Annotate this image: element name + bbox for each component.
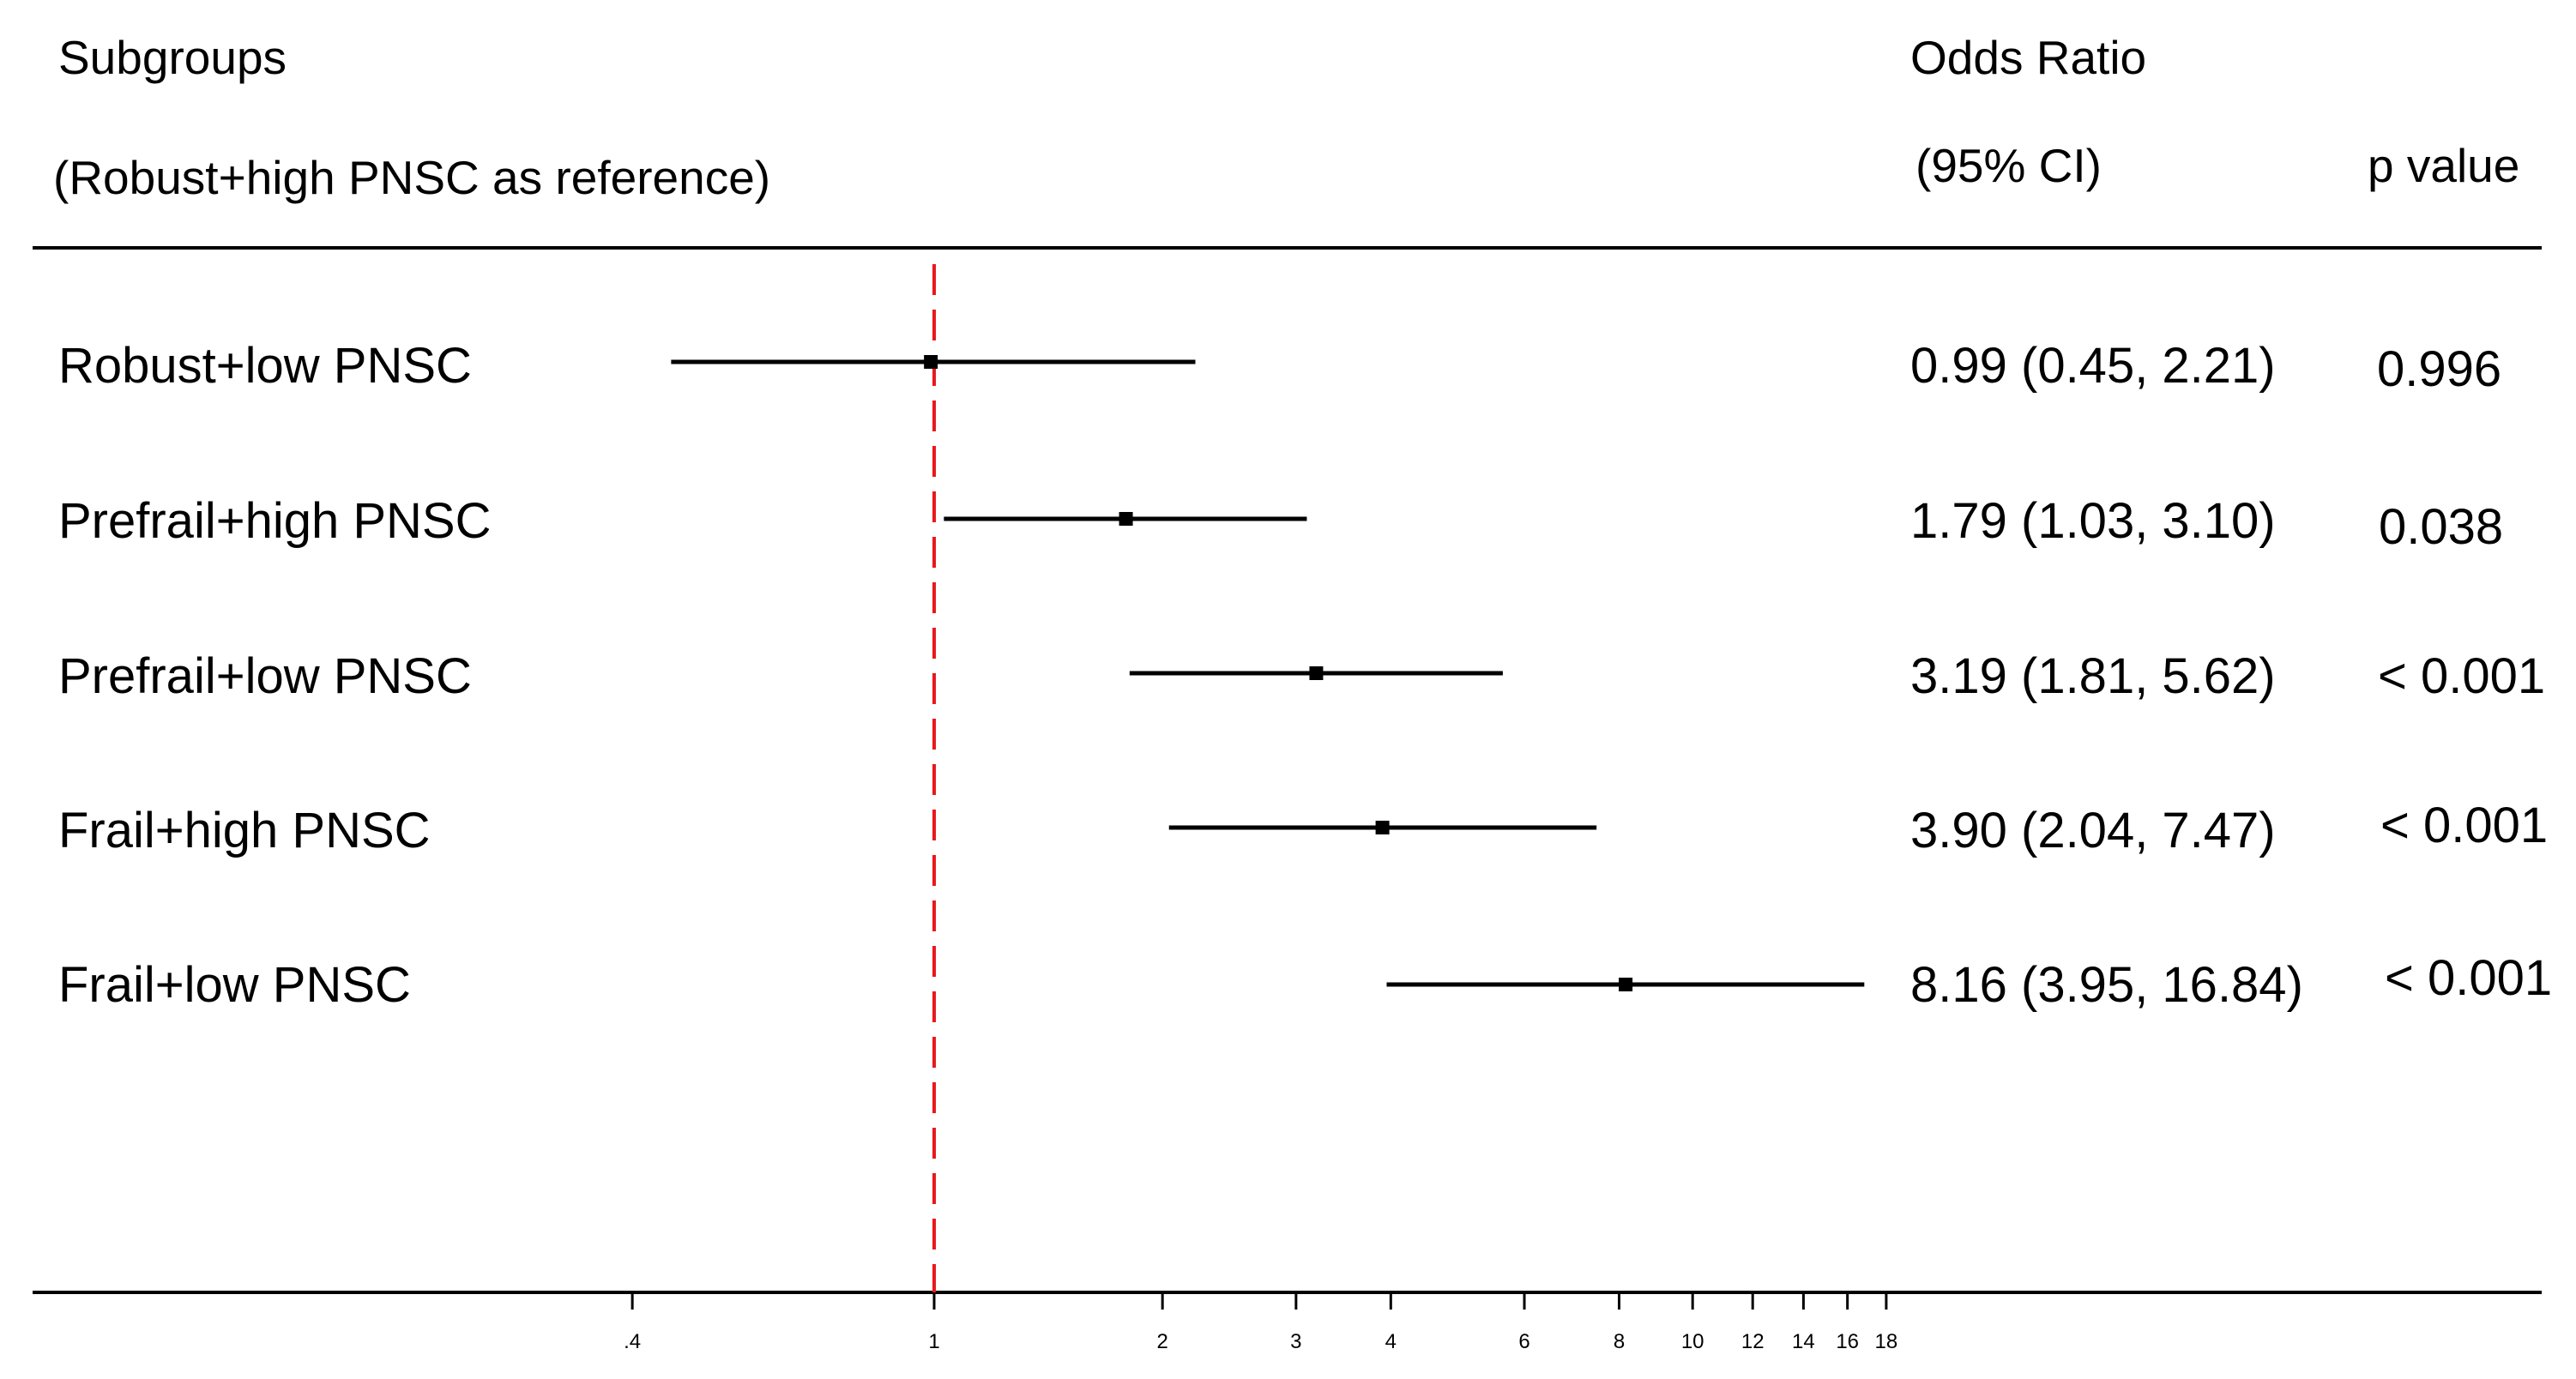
x-axis: .4 1 2 3 4 6 8 10 12 14 16 18 — [624, 1292, 1897, 1353]
p-value: 0.996 — [2377, 341, 2501, 397]
or-ci-text: 3.90 (2.04, 7.47) — [1910, 803, 2276, 858]
header-ci: (95% CI) — [1915, 139, 2102, 192]
row-label: Prefrail+high PNSC — [58, 493, 492, 549]
or-ci-text: 3.19 (1.81, 5.62) — [1910, 648, 2276, 704]
row-label: Frail+high PNSC — [58, 803, 431, 858]
row-label: Prefrail+low PNSC — [58, 648, 472, 704]
p-value: < 0.001 — [2378, 648, 2545, 704]
tick-label: 10 — [1681, 1330, 1704, 1353]
row-prefrail-low: Prefrail+low PNSC 3.19 (1.81, 5.62) < 0.… — [58, 648, 2545, 704]
header-subgroups: Subgroups — [58, 31, 287, 84]
row-label: Robust+low PNSC — [58, 338, 472, 394]
header-odds-ratio: Odds Ratio — [1910, 31, 2146, 84]
plot-marks — [671, 355, 1865, 991]
row-frail-high: Frail+high PNSC 3.90 (2.04, 7.47) < 0.00… — [58, 798, 2548, 858]
row-prefrail-high: Prefrail+high PNSC 1.79 (1.03, 3.10) 0.0… — [58, 493, 2503, 555]
tick-label: 2 — [1156, 1330, 1167, 1353]
p-value: 0.038 — [2379, 499, 2503, 555]
tick-label: 16 — [1836, 1330, 1859, 1353]
tick-label: 8 — [1614, 1330, 1625, 1353]
tick-label: 12 — [1741, 1330, 1765, 1353]
or-point — [1375, 821, 1390, 834]
or-ci-text: 1.79 (1.03, 3.10) — [1910, 493, 2276, 549]
tick-label: 18 — [1875, 1330, 1898, 1353]
or-point — [1309, 666, 1324, 680]
or-point — [1119, 512, 1133, 526]
or-point — [1619, 978, 1633, 991]
tick-label: 3 — [1290, 1330, 1301, 1353]
p-value: < 0.001 — [2385, 950, 2552, 1006]
row-frail-low: Frail+low PNSC 8.16 (3.95, 16.84) < 0.00… — [58, 950, 2552, 1013]
header-p-value: p value — [2368, 139, 2519, 192]
tick-label: 1 — [928, 1330, 939, 1353]
tick-label: 6 — [1518, 1330, 1529, 1353]
or-ci-text: 0.99 (0.45, 2.21) — [1910, 338, 2276, 394]
tick-label: .4 — [624, 1330, 641, 1353]
row-robust-low: Robust+low PNSC 0.99 (0.45, 2.21) 0.996 — [58, 338, 2501, 397]
header-reference: (Robust+high PNSC as reference) — [53, 151, 770, 204]
or-ci-text: 8.16 (3.95, 16.84) — [1910, 957, 2303, 1013]
or-point — [924, 355, 938, 369]
row-label: Frail+low PNSC — [58, 957, 411, 1013]
tick-label: 4 — [1385, 1330, 1397, 1353]
tick-label: 14 — [1792, 1330, 1815, 1353]
p-value: < 0.001 — [2380, 798, 2548, 853]
